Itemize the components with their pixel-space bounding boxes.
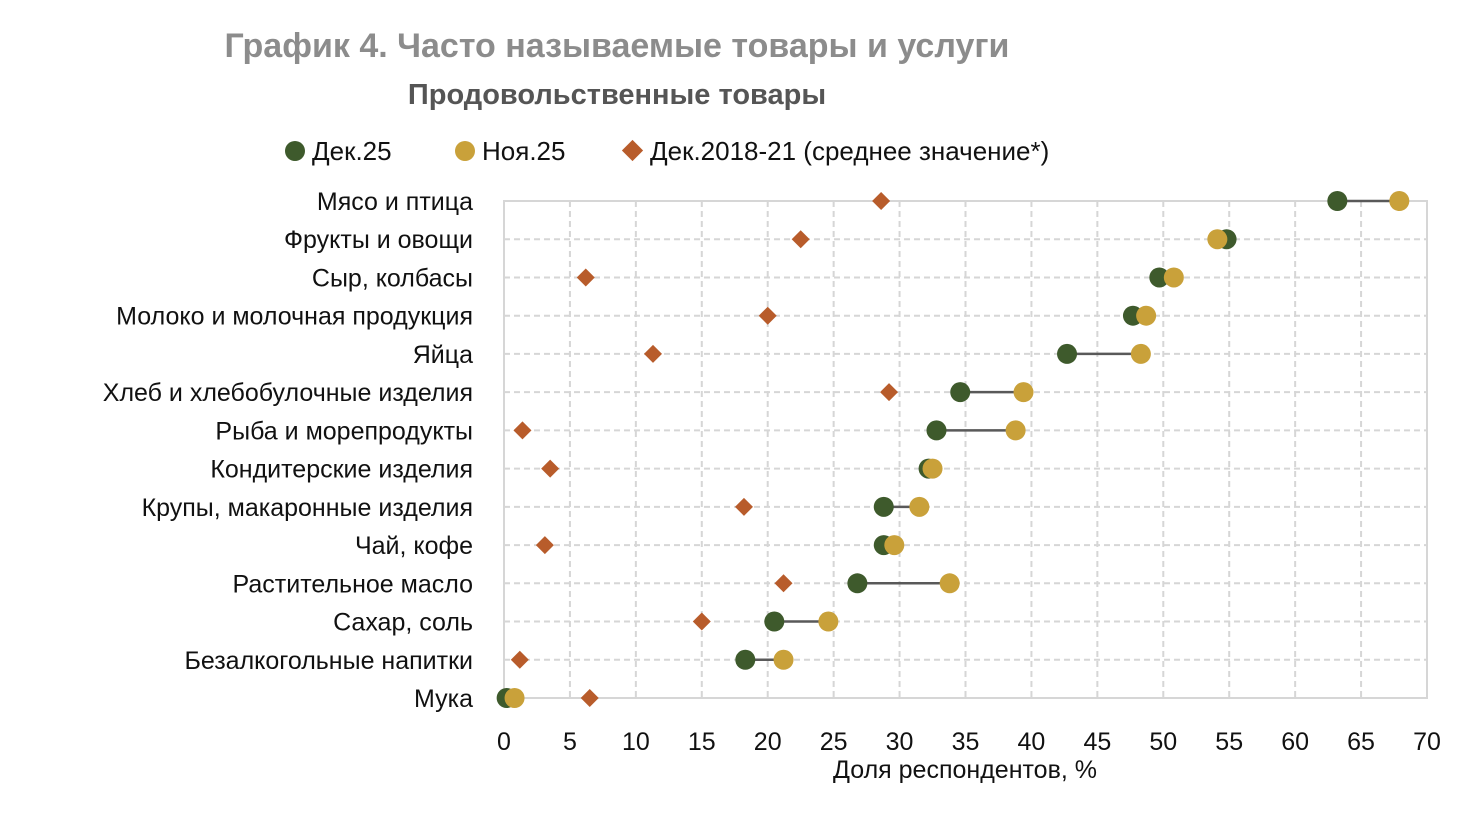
category-label: Сахар, соль bbox=[333, 609, 473, 637]
point-dec25 bbox=[950, 382, 971, 403]
x-tick-label: 5 bbox=[563, 728, 577, 756]
category-label: Молоко и молочная продукция bbox=[116, 303, 473, 331]
x-tick-label: 30 bbox=[886, 728, 914, 756]
legend-label-avg: Дек.2018-21 (среднее значение*) bbox=[650, 136, 1049, 166]
point-nov25 bbox=[818, 611, 839, 632]
category-label: Крупы, макаронные изделия bbox=[142, 494, 473, 522]
x-tick-label: 50 bbox=[1149, 728, 1177, 756]
category-label: Чай, кофе bbox=[355, 532, 473, 560]
point-avg-2018-21 bbox=[576, 268, 595, 287]
legend-label-dec25: Дек.25 bbox=[312, 136, 392, 166]
x-tick-label: 0 bbox=[497, 728, 511, 756]
point-dec25 bbox=[1057, 343, 1078, 364]
point-nov25 bbox=[1005, 420, 1026, 441]
x-tick-label: 40 bbox=[1018, 728, 1046, 756]
legend: Дек.25 Ноя.25 Дек.2018-21 (среднее значе… bbox=[285, 136, 1049, 166]
point-dec25 bbox=[735, 649, 756, 670]
category-label: Безалкогольные напитки bbox=[184, 647, 473, 675]
point-avg-2018-21 bbox=[535, 536, 554, 555]
point-avg-2018-21 bbox=[734, 497, 753, 516]
point-avg-2018-21 bbox=[872, 192, 891, 210]
point-nov25 bbox=[1130, 343, 1151, 364]
x-tick-label: 55 bbox=[1215, 728, 1243, 756]
x-tick-label: 25 bbox=[820, 728, 848, 756]
category-label: Кондитерские изделия bbox=[210, 456, 473, 484]
category-label: Растительное масло bbox=[233, 570, 473, 598]
x-tick-label: 15 bbox=[688, 728, 716, 756]
x-tick-label: 20 bbox=[754, 728, 782, 756]
point-avg-2018-21 bbox=[758, 306, 777, 325]
chart-title: График 4. Часто называемые товары и услу… bbox=[225, 27, 1010, 65]
category-label: Мука bbox=[414, 685, 473, 713]
category-label: Рыба и морепродукты bbox=[215, 417, 473, 445]
x-axis-label: Доля респондентов, % bbox=[833, 756, 1097, 784]
point-avg-2018-21 bbox=[774, 574, 793, 593]
category-label: Яйца bbox=[413, 341, 473, 369]
category-label: Сыр, колбасы bbox=[312, 264, 473, 292]
point-nov25 bbox=[1136, 305, 1157, 326]
point-nov25 bbox=[939, 573, 960, 594]
legend-marker-avg bbox=[621, 139, 644, 162]
point-avg-2018-21 bbox=[692, 612, 711, 631]
point-nov25 bbox=[922, 458, 943, 479]
point-nov25 bbox=[1163, 267, 1184, 288]
point-nov25 bbox=[1389, 191, 1410, 211]
chart-subtitle: Продовольственные товары bbox=[408, 79, 826, 111]
x-tick-label: 45 bbox=[1083, 728, 1111, 756]
point-avg-2018-21 bbox=[580, 689, 599, 707]
point-nov25 bbox=[884, 535, 905, 556]
point-nov25 bbox=[1013, 382, 1034, 403]
point-avg-2018-21 bbox=[541, 459, 560, 478]
point-avg-2018-21 bbox=[643, 344, 662, 363]
category-label: Хлеб и хлебобулочные изделия bbox=[103, 379, 473, 407]
category-label: Мясо и птица bbox=[317, 188, 473, 216]
point-dec25 bbox=[1327, 191, 1348, 211]
legend-marker-nov25 bbox=[455, 141, 475, 161]
point-dec25 bbox=[764, 611, 785, 632]
x-tick-label: 10 bbox=[622, 728, 650, 756]
point-dec25 bbox=[847, 573, 868, 594]
x-tick-label: 70 bbox=[1413, 728, 1441, 756]
point-dec25 bbox=[873, 496, 894, 517]
point-avg-2018-21 bbox=[513, 421, 532, 440]
point-nov25 bbox=[773, 649, 794, 670]
point-dec25 bbox=[1149, 267, 1170, 288]
x-tick-label: 35 bbox=[952, 728, 980, 756]
point-avg-2018-21 bbox=[510, 650, 529, 669]
point-dec25 bbox=[926, 420, 947, 441]
category-label: Фрукты и овощи bbox=[284, 226, 473, 254]
point-avg-2018-21 bbox=[880, 383, 899, 402]
x-tick-label: 65 bbox=[1347, 728, 1375, 756]
point-nov25 bbox=[909, 496, 930, 517]
point-nov25 bbox=[1207, 229, 1228, 250]
point-nov25 bbox=[504, 688, 525, 708]
plot-area: 0 5 10 15 20 25 30 35 40 45 50 55 60 65 70 Мясо и птица… bbox=[103, 188, 1441, 756]
point-avg-2018-21 bbox=[791, 230, 810, 249]
legend-label-nov25: Ноя.25 bbox=[482, 136, 565, 166]
legend-marker-dec25 bbox=[285, 141, 305, 161]
x-tick-label: 60 bbox=[1281, 728, 1309, 756]
